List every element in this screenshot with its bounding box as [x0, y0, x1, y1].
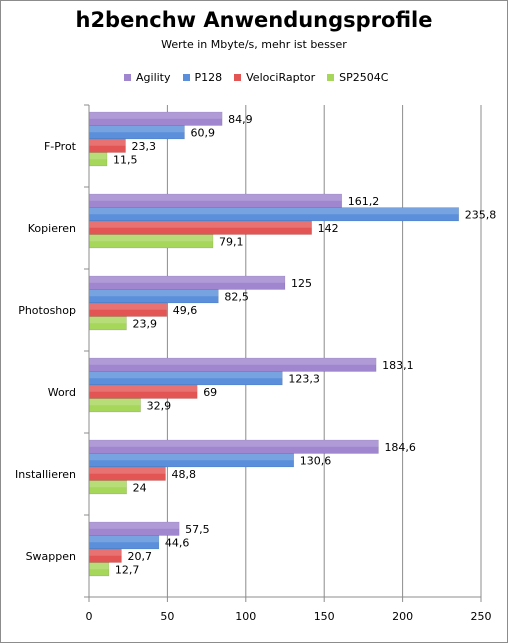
bar-highlight [89, 522, 180, 529]
data-label: 12,7 [115, 563, 140, 576]
category-label: Installieren [15, 468, 76, 481]
data-label: 82,5 [224, 290, 249, 303]
data-label: 44,6 [165, 536, 190, 549]
category-label: Word [48, 386, 76, 399]
data-label: 235,8 [465, 208, 497, 221]
bar-highlight [89, 276, 285, 283]
bar-highlight [89, 207, 459, 215]
category-label: Kopieren [28, 222, 76, 235]
legend-label: VelociRaptor [246, 70, 316, 84]
category-label: Swappen [26, 550, 76, 563]
data-label: 20,7 [127, 550, 152, 563]
data-label: 123,3 [288, 372, 320, 385]
bar-highlight [89, 194, 342, 201]
bar-highlight [89, 371, 283, 379]
plot-area [89, 105, 481, 597]
legend-label: Agility [136, 70, 171, 84]
bar-highlight [89, 112, 223, 119]
bar-highlight [89, 125, 185, 133]
bar-highlight [89, 467, 166, 474]
bar-highlight [89, 398, 141, 406]
x-tick-label: 150 [314, 610, 335, 623]
data-label: 125 [291, 277, 312, 290]
data-label: 79,1 [219, 235, 244, 248]
bar-highlight [89, 480, 127, 488]
data-label: 161,2 [348, 195, 380, 208]
data-label: 24 [133, 481, 147, 494]
bar-highlight [89, 303, 167, 310]
data-label: 23,9 [132, 317, 157, 330]
legend-item: SP2504C [327, 71, 388, 84]
data-label: 69 [203, 386, 217, 399]
data-label: 183,1 [382, 359, 414, 372]
legend-label: P128 [194, 70, 223, 84]
legend-item: P128 [182, 70, 223, 84]
bar-highlight [89, 234, 214, 242]
category-label: Photoshop [18, 304, 76, 317]
x-tick-label: 100 [235, 610, 256, 623]
bar-highlight [89, 316, 127, 324]
data-label: 23,3 [132, 140, 157, 153]
bar-highlight [89, 139, 126, 146]
legend-swatch [124, 73, 131, 81]
bar-highlight [89, 562, 109, 570]
data-label: 57,5 [185, 523, 210, 536]
bar-highlight [89, 549, 122, 556]
data-label: 130,6 [300, 454, 332, 467]
x-tick-label: 200 [392, 610, 413, 623]
x-tick-label: 0 [86, 610, 93, 623]
data-label: 32,9 [147, 399, 172, 412]
data-label: 11,5 [113, 153, 138, 166]
bar-highlight [89, 221, 312, 228]
chart-subtitle: Werte in Mbyte/s, mehr ist besser [161, 38, 347, 51]
legend-item: VelociRaptor [234, 71, 315, 84]
data-label: 84,9 [228, 113, 253, 126]
bar-highlight [89, 440, 379, 447]
bar-highlight [89, 358, 377, 365]
legend-swatch [234, 73, 242, 81]
data-label: 142 [318, 222, 339, 235]
category-label: F-Prot [44, 140, 77, 153]
data-label: 48,8 [172, 468, 197, 481]
legend-swatch [327, 73, 335, 81]
bar-highlight [89, 152, 108, 160]
legend-swatch [182, 73, 190, 81]
bar-highlight [89, 535, 159, 543]
data-label: 49,6 [173, 304, 198, 317]
x-tick-label: 50 [160, 610, 174, 623]
legend-item: Agility [124, 71, 171, 84]
data-label: 184,6 [384, 441, 416, 454]
legend-label: SP2504C [339, 70, 389, 84]
legend: Agility P128 VelociRaptor SP2504C [124, 69, 400, 85]
data-label: 60,9 [190, 126, 215, 139]
bar-highlight [89, 385, 198, 392]
bar-highlight [89, 289, 219, 297]
chart-title: h2benchw Anwendungsprofile [75, 8, 433, 32]
x-tick-label: 250 [471, 610, 492, 623]
bar-highlight [89, 453, 294, 461]
